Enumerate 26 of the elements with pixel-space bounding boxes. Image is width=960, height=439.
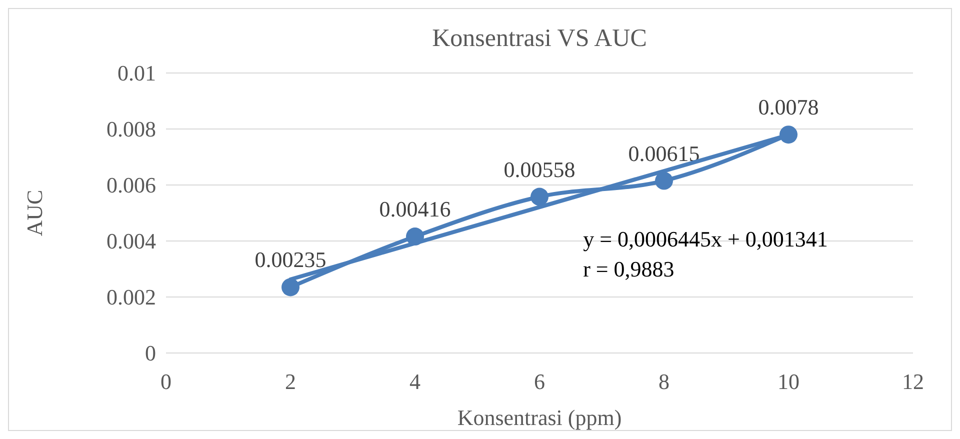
y-axis-title: AUC: [22, 190, 47, 236]
annotation: y = 0,0006445x + 0,001341: [583, 226, 828, 252]
x-tick-label: 4: [410, 369, 420, 394]
point: [282, 278, 300, 296]
chart-title: Konsentrasi VS AUC: [432, 25, 647, 52]
x-tick-label: 10: [778, 369, 800, 394]
y-tick-label: 0.004: [106, 228, 156, 254]
annotation: r = 0,9883: [583, 256, 674, 282]
data-label: 0.00235: [254, 247, 326, 272]
x-tick-label: 8: [658, 369, 670, 394]
x-tick-label: 6: [534, 369, 545, 394]
y-tick-label: 0.01: [118, 60, 156, 86]
y-tick-label: 0: [145, 340, 156, 366]
data-label: 0.0078: [758, 94, 819, 120]
y-tick-label: 0.006: [106, 172, 156, 198]
y-tick-label: 0.008: [106, 116, 156, 142]
x-axis-title: Konsentrasi (ppm): [457, 405, 622, 430]
x-tick-label: 0: [160, 369, 172, 394]
x-tick-label: 2: [285, 369, 296, 394]
point: [530, 188, 548, 206]
data-label: 0.00615: [628, 140, 700, 166]
data-label: 0.00416: [379, 196, 451, 222]
data-label: 0.00558: [504, 156, 576, 182]
x-tick-label: 12: [902, 369, 924, 394]
point: [655, 172, 673, 190]
y-tick-label: 0.002: [106, 284, 156, 310]
